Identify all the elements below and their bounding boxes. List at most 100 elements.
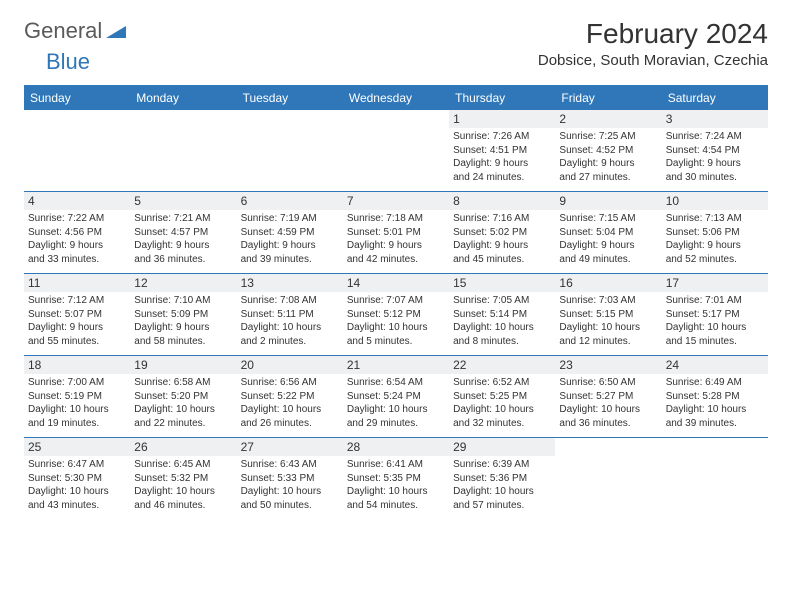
sunrise-text: Sunrise: 6:54 AM [347,376,445,390]
day-number: 29 [449,438,555,456]
sunrise-text: Sunrise: 7:24 AM [666,130,764,144]
sunrise-text: Sunrise: 6:47 AM [28,458,126,472]
day-number: 19 [130,356,236,374]
sunset-text: Sunset: 5:22 PM [241,390,339,404]
week-row: 25Sunrise: 6:47 AMSunset: 5:30 PMDayligh… [24,438,768,520]
calendar-body: 1Sunrise: 7:26 AMSunset: 4:51 PMDaylight… [24,110,768,520]
sunset-text: Sunset: 5:01 PM [347,226,445,240]
day-cell [555,438,661,520]
daylight-text-1: Daylight: 9 hours [347,239,445,253]
sunset-text: Sunset: 4:52 PM [559,144,657,158]
sunrise-text: Sunrise: 7:05 AM [453,294,551,308]
day-info: Sunrise: 7:22 AMSunset: 4:56 PMDaylight:… [28,212,126,266]
day-cell: 18Sunrise: 7:00 AMSunset: 5:19 PMDayligh… [24,356,130,438]
daylight-text-2: and 8 minutes. [453,335,551,349]
sunset-text: Sunset: 4:57 PM [134,226,232,240]
dayhead-sun: Sunday [24,86,130,110]
day-number: 28 [343,438,449,456]
day-info: Sunrise: 7:01 AMSunset: 5:17 PMDaylight:… [666,294,764,348]
sunset-text: Sunset: 5:07 PM [28,308,126,322]
day-info: Sunrise: 6:58 AMSunset: 5:20 PMDaylight:… [134,376,232,430]
day-cell: 1Sunrise: 7:26 AMSunset: 4:51 PMDaylight… [449,110,555,192]
sunset-text: Sunset: 4:59 PM [241,226,339,240]
sunset-text: Sunset: 5:12 PM [347,308,445,322]
day-number: 26 [130,438,236,456]
calendar-table: Sunday Monday Tuesday Wednesday Thursday… [24,85,768,520]
sunset-text: Sunset: 5:33 PM [241,472,339,486]
daylight-text-1: Daylight: 10 hours [453,321,551,335]
day-cell [343,110,449,192]
sunrise-text: Sunrise: 6:50 AM [559,376,657,390]
daylight-text-1: Daylight: 10 hours [666,321,764,335]
sunset-text: Sunset: 5:28 PM [666,390,764,404]
daylight-text-2: and 2 minutes. [241,335,339,349]
sunrise-text: Sunrise: 6:56 AM [241,376,339,390]
daylight-text-1: Daylight: 10 hours [559,403,657,417]
day-number: 24 [662,356,768,374]
sunset-text: Sunset: 4:51 PM [453,144,551,158]
sunrise-text: Sunrise: 7:10 AM [134,294,232,308]
daylight-text-2: and 29 minutes. [347,417,445,431]
dayhead-wed: Wednesday [343,86,449,110]
sunrise-text: Sunrise: 7:26 AM [453,130,551,144]
day-info: Sunrise: 7:24 AMSunset: 4:54 PMDaylight:… [666,130,764,184]
sunrise-text: Sunrise: 7:25 AM [559,130,657,144]
logo-triangle-icon [106,24,126,43]
sunset-text: Sunset: 5:36 PM [453,472,551,486]
day-cell: 15Sunrise: 7:05 AMSunset: 5:14 PMDayligh… [449,274,555,356]
daylight-text-2: and 12 minutes. [559,335,657,349]
daylight-text-2: and 45 minutes. [453,253,551,267]
day-info: Sunrise: 7:07 AMSunset: 5:12 PMDaylight:… [347,294,445,348]
daylight-text-2: and 32 minutes. [453,417,551,431]
logo-text-general: General [24,18,102,44]
sunrise-text: Sunrise: 6:41 AM [347,458,445,472]
day-info: Sunrise: 7:10 AMSunset: 5:09 PMDaylight:… [134,294,232,348]
day-info: Sunrise: 7:19 AMSunset: 4:59 PMDaylight:… [241,212,339,266]
day-info: Sunrise: 6:39 AMSunset: 5:36 PMDaylight:… [453,458,551,512]
day-cell: 19 Sunrise: 6:58 AMSunset: 5:20 PMDayligh… [130,356,236,438]
sunset-text: Sunset: 5:15 PM [559,308,657,322]
sunrise-text: Sunrise: 6:52 AM [453,376,551,390]
sunrise-text: Sunrise: 6:43 AM [241,458,339,472]
day-cell: 29 Sunrise: 6:39 AMSunset: 5:36 PMDayligh… [449,438,555,520]
day-number: 5 [130,192,236,210]
day-cell: 11Sunrise: 7:12 AMSunset: 5:07 PMDayligh… [24,274,130,356]
daylight-text-2: and 24 minutes. [453,171,551,185]
day-info: Sunrise: 7:25 AMSunset: 4:52 PMDaylight:… [559,130,657,184]
sunrise-text: Sunrise: 7:19 AM [241,212,339,226]
day-cell: 17 Sunrise: 7:01 AMSunset: 5:17 PMDayligh… [662,274,768,356]
daylight-text-1: Daylight: 9 hours [666,157,764,171]
day-number: 3 [662,110,768,128]
sunrise-text: Sunrise: 7:07 AM [347,294,445,308]
day-cell: 23Sunrise: 6:50 AMSunset: 5:27 PMDayligh… [555,356,661,438]
day-cell: 24Sunrise: 6:49 AMSunset: 5:28 PMDayligh… [662,356,768,438]
day-number: 9 [555,192,661,210]
sunrise-text: Sunrise: 7:22 AM [28,212,126,226]
sunrise-text: Sunrise: 7:03 AM [559,294,657,308]
dayhead-fri: Friday [555,86,661,110]
day-cell: 22Sunrise: 6:52 AMSunset: 5:25 PMDayligh… [449,356,555,438]
daylight-text-1: Daylight: 9 hours [559,239,657,253]
sunrise-text: Sunrise: 7:12 AM [28,294,126,308]
sunrise-text: Sunrise: 7:01 AM [666,294,764,308]
day-number: 17 [662,274,768,292]
day-number: 10 [662,192,768,210]
daylight-text-1: Daylight: 10 hours [28,403,126,417]
day-cell: 2 Sunrise: 7:25 AMSunset: 4:52 PMDaylight… [555,110,661,192]
sunrise-text: Sunrise: 7:21 AM [134,212,232,226]
day-info: Sunrise: 7:13 AMSunset: 5:06 PMDaylight:… [666,212,764,266]
day-number: 2 [555,110,661,128]
daylight-text-2: and 36 minutes. [134,253,232,267]
week-row: 4Sunrise: 7:22 AMSunset: 4:56 PMDaylight… [24,192,768,274]
day-cell: 4Sunrise: 7:22 AMSunset: 4:56 PMDaylight… [24,192,130,274]
day-info: Sunrise: 7:00 AMSunset: 5:19 PMDaylight:… [28,376,126,430]
sunset-text: Sunset: 5:09 PM [134,308,232,322]
day-number: 23 [555,356,661,374]
sunset-text: Sunset: 5:25 PM [453,390,551,404]
day-info: Sunrise: 6:52 AMSunset: 5:25 PMDaylight:… [453,376,551,430]
sunset-text: Sunset: 5:02 PM [453,226,551,240]
day-number: 25 [24,438,130,456]
daylight-text-2: and 5 minutes. [347,335,445,349]
daylight-text-1: Daylight: 10 hours [134,403,232,417]
dayhead-sat: Saturday [662,86,768,110]
